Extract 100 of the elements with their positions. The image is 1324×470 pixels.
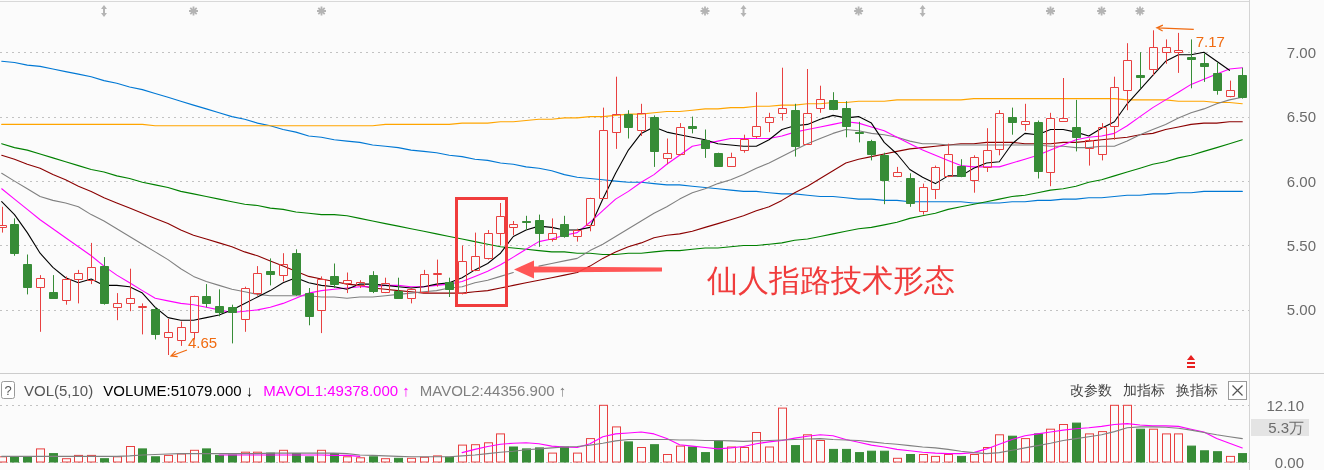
candlestick xyxy=(151,306,160,340)
candlestick xyxy=(650,114,659,168)
bar xyxy=(0,456,7,463)
candlestick xyxy=(496,202,505,246)
bar xyxy=(509,446,518,463)
y-tick-label: 7.00 xyxy=(1286,43,1316,61)
candlestick xyxy=(1162,38,1171,65)
bar xyxy=(241,451,250,463)
candlestick xyxy=(215,288,224,317)
y-tick-label: 5.00 xyxy=(1286,301,1316,319)
bar xyxy=(586,438,595,463)
bar xyxy=(829,448,838,463)
bar xyxy=(855,452,864,463)
candlestick xyxy=(407,287,416,304)
annotation: 加指标 xyxy=(1123,382,1165,398)
candlestick xyxy=(202,283,211,308)
bar xyxy=(944,454,953,463)
y-tick-label: 5.50 xyxy=(1286,236,1316,254)
bar xyxy=(752,432,761,463)
candlestick xyxy=(317,275,326,334)
candlestick xyxy=(356,279,365,289)
candlestick xyxy=(1110,76,1119,141)
candlestick xyxy=(87,242,96,285)
candlestick xyxy=(100,256,109,306)
bar xyxy=(1238,453,1247,463)
bar xyxy=(931,455,940,463)
candlestick xyxy=(919,183,928,216)
bar xyxy=(1213,451,1222,463)
text: MAVOL2:44356.900 ↑ xyxy=(419,381,567,399)
bar xyxy=(445,456,454,463)
bar xyxy=(880,450,889,463)
bar xyxy=(113,456,122,463)
bar xyxy=(1098,431,1107,463)
candlestick xyxy=(164,318,173,356)
candlestick xyxy=(1021,103,1030,132)
candlestick xyxy=(74,269,83,304)
candlestick xyxy=(970,154,979,194)
annotation: 4.65 xyxy=(187,334,218,352)
bar xyxy=(1226,455,1235,463)
bar xyxy=(842,448,851,463)
candlestick xyxy=(983,127,992,173)
candlestick xyxy=(778,67,787,121)
bar xyxy=(1149,428,1158,463)
bar xyxy=(74,454,83,463)
candlestick xyxy=(663,138,672,165)
bar xyxy=(803,434,812,463)
bar xyxy=(957,455,966,463)
candlestick xyxy=(1187,38,1196,89)
bar xyxy=(1162,433,1171,463)
y-tick-label: 6.00 xyxy=(1286,172,1316,190)
candlestick xyxy=(113,292,122,321)
annotation: 改参数 xyxy=(1070,382,1112,398)
candlestick xyxy=(599,107,608,200)
candlestick xyxy=(1034,120,1043,179)
bar xyxy=(369,456,378,463)
candlestick xyxy=(624,109,633,139)
bar xyxy=(1059,424,1068,463)
candlestick xyxy=(880,152,889,205)
candlestick xyxy=(266,257,275,286)
bar xyxy=(305,456,314,463)
candlestick xyxy=(305,287,314,326)
candlestick xyxy=(253,265,262,297)
candlestick xyxy=(688,116,697,134)
candlestick xyxy=(701,129,710,159)
candlestick xyxy=(586,197,595,232)
candlestick xyxy=(791,103,800,158)
bar xyxy=(458,444,467,463)
bar xyxy=(612,426,621,463)
candlestick xyxy=(867,139,876,161)
bar xyxy=(1085,433,1094,463)
candlestick xyxy=(1200,53,1209,83)
bar xyxy=(1200,450,1209,463)
candlestick xyxy=(228,304,237,344)
candlestick xyxy=(394,277,403,299)
bar xyxy=(317,449,326,463)
bar xyxy=(624,441,633,463)
bar xyxy=(1136,428,1145,463)
bar xyxy=(740,447,749,463)
candlestick xyxy=(829,91,838,111)
bar xyxy=(906,454,915,463)
bar xyxy=(471,444,480,463)
candlestick xyxy=(714,152,723,168)
bar xyxy=(356,457,365,463)
y-tick-label: 0.00 xyxy=(1274,453,1304,470)
bar xyxy=(1110,404,1119,463)
candlestick xyxy=(279,252,288,282)
bar xyxy=(484,442,493,463)
candlestick xyxy=(957,158,966,178)
bar xyxy=(688,446,697,463)
candlestick xyxy=(1238,67,1247,100)
bar xyxy=(36,448,45,463)
candlestick xyxy=(381,277,390,294)
candlestick xyxy=(535,214,544,248)
bar xyxy=(202,448,211,463)
candlestick xyxy=(1123,42,1132,111)
bar xyxy=(573,452,582,463)
candlestick xyxy=(573,228,582,243)
candlestick xyxy=(560,215,569,239)
candlestick xyxy=(522,215,531,231)
bar xyxy=(816,440,825,463)
